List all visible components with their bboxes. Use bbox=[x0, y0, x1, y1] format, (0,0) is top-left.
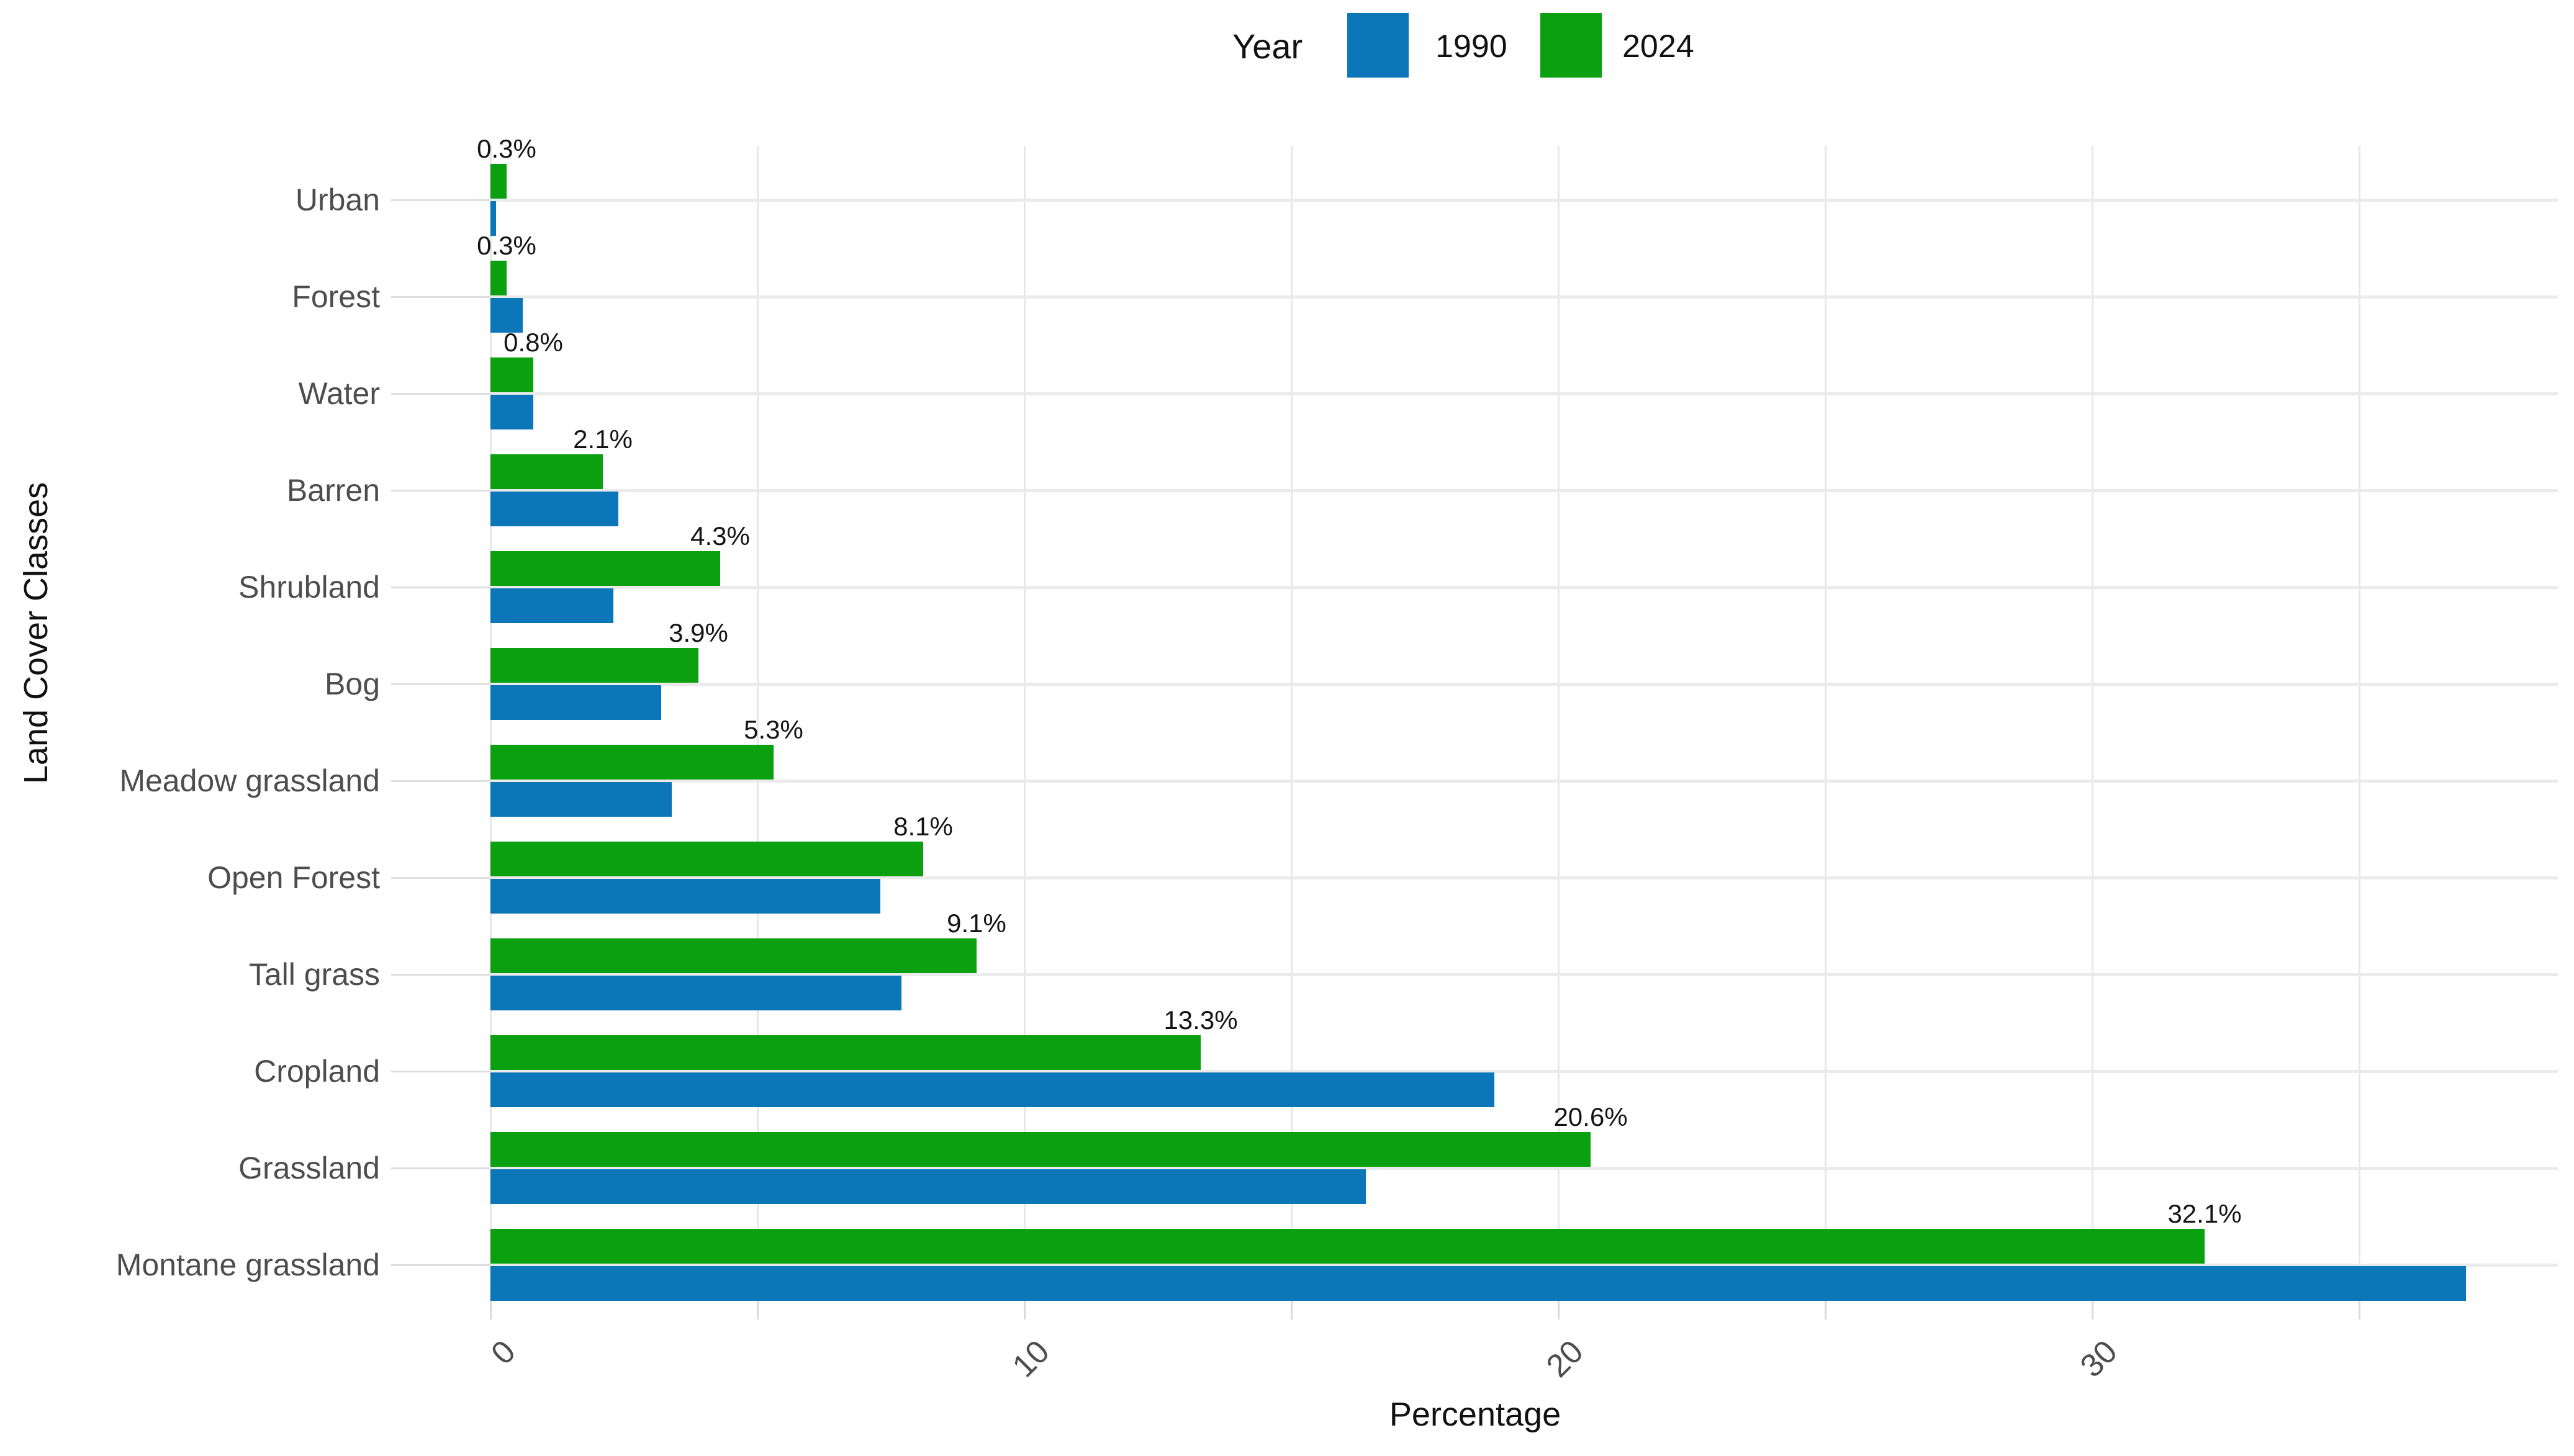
bar-2024-meadow-grassland bbox=[490, 745, 774, 780]
y-gridline-tall-grass bbox=[490, 973, 2558, 976]
value-label-2024-open-forest: 8.1% bbox=[893, 812, 953, 841]
y-gridline-forest bbox=[490, 295, 2558, 299]
bar-2024-grassland bbox=[490, 1132, 1591, 1167]
x-gridline-10 bbox=[1024, 146, 1026, 1290]
bar-2024-urban bbox=[490, 164, 507, 199]
y-gridline-grassland bbox=[490, 1167, 2558, 1170]
value-label-2024-forest: 0.3% bbox=[477, 231, 536, 260]
y-tick-water bbox=[391, 393, 490, 395]
bar-1990-montane-grassland bbox=[490, 1266, 2466, 1301]
category-label-grassland: Grassland bbox=[238, 1151, 380, 1185]
legend-label-2024: 2024 bbox=[1622, 29, 1694, 65]
x-gridline-20 bbox=[1558, 146, 1560, 1290]
x-tick-label-10: 10 bbox=[1005, 1333, 1057, 1385]
bar-1990-forest bbox=[490, 298, 523, 333]
bar-2024-cropland bbox=[490, 1035, 1201, 1070]
y-tick-open-forest bbox=[391, 877, 490, 879]
value-label-2024-urban: 0.3% bbox=[477, 134, 536, 163]
x-tick-15 bbox=[1291, 1290, 1293, 1319]
bar-1990-open-forest bbox=[490, 879, 880, 914]
category-label-shrubland: Shrubland bbox=[238, 570, 380, 604]
bar-1990-bog bbox=[490, 685, 661, 720]
category-label-water: Water bbox=[298, 376, 381, 411]
category-label-urban: Urban bbox=[295, 182, 380, 217]
x-tick-30 bbox=[2092, 1290, 2093, 1319]
value-label-2024-barren: 2.1% bbox=[573, 425, 633, 454]
x-gridline-35 bbox=[2359, 146, 2360, 1290]
legend-title: Year bbox=[1232, 27, 1303, 66]
bar-2024-bog bbox=[490, 648, 698, 683]
y-gridline-montane-grassland bbox=[490, 1264, 2558, 1267]
x-tick-label-20: 20 bbox=[1539, 1333, 1591, 1385]
category-label-bog: Bog bbox=[325, 667, 380, 701]
y-gridline-cropland bbox=[490, 1070, 2558, 1073]
x-tick-0 bbox=[490, 1290, 492, 1319]
value-label-2024-tall-grass: 9.1% bbox=[947, 909, 1006, 938]
value-label-2024-grassland: 20.6% bbox=[1553, 1102, 1628, 1131]
x-gridline-5 bbox=[757, 146, 759, 1290]
x-tick-35 bbox=[2359, 1290, 2360, 1319]
bar-2024-open-forest bbox=[490, 842, 923, 876]
bar-1990-meadow-grassland bbox=[490, 782, 672, 817]
category-label-montane-grassland: Montane grassland bbox=[115, 1247, 380, 1282]
category-label-barren: Barren bbox=[286, 473, 380, 508]
y-axis-title: Land Cover Classes bbox=[17, 482, 55, 784]
category-label-forest: Forest bbox=[292, 279, 380, 314]
y-gridline-urban bbox=[490, 199, 2558, 202]
value-label-2024-shrubland: 4.3% bbox=[690, 521, 750, 550]
x-tick-5 bbox=[757, 1290, 759, 1319]
bar-1990-tall-grass bbox=[490, 976, 901, 1010]
category-label-meadow-grassland: Meadow grassland bbox=[119, 763, 380, 798]
legend-swatch-1990 bbox=[1347, 13, 1409, 78]
value-label-2024-cropland: 13.3% bbox=[1163, 1005, 1238, 1035]
y-tick-meadow-grassland bbox=[391, 780, 490, 782]
y-tick-shrubland bbox=[391, 586, 490, 588]
y-tick-tall-grass bbox=[391, 974, 490, 976]
x-tick-25 bbox=[1825, 1290, 1827, 1319]
bar-1990-barren bbox=[490, 492, 618, 526]
y-gridline-shrubland bbox=[490, 586, 2558, 589]
bar-1990-cropland bbox=[490, 1072, 1494, 1107]
category-label-open-forest: Open Forest bbox=[207, 860, 380, 895]
value-label-2024-meadow-grassland: 5.3% bbox=[744, 715, 803, 744]
bar-1990-urban bbox=[490, 201, 496, 236]
bar-1990-grassland bbox=[490, 1169, 1366, 1204]
y-tick-barren bbox=[391, 490, 490, 492]
y-tick-cropland bbox=[391, 1071, 490, 1072]
bar-2024-tall-grass bbox=[490, 938, 977, 973]
bar-2024-forest bbox=[490, 261, 507, 295]
category-label-tall-grass: Tall grass bbox=[248, 957, 380, 992]
y-tick-urban bbox=[391, 199, 490, 201]
x-tick-label-30: 30 bbox=[2073, 1333, 2125, 1385]
category-label-cropland: Cropland bbox=[254, 1054, 380, 1089]
bar-2024-water bbox=[490, 357, 533, 392]
x-gridline-15 bbox=[1291, 146, 1293, 1290]
bar-1990-shrubland bbox=[490, 588, 613, 623]
bar-1990-water bbox=[490, 395, 533, 429]
x-tick-10 bbox=[1024, 1290, 1026, 1319]
value-label-2024-montane-grassland: 32.1% bbox=[2167, 1199, 2242, 1228]
value-label-2024-bog: 3.9% bbox=[669, 618, 728, 647]
y-gridline-barren bbox=[490, 489, 2558, 492]
x-axis-title: Percentage bbox=[1389, 1396, 1561, 1433]
y-gridline-meadow-grassland bbox=[490, 780, 2558, 783]
x-tick-20 bbox=[1558, 1290, 1560, 1319]
legend-label-1990: 1990 bbox=[1435, 29, 1507, 65]
y-gridline-water bbox=[490, 392, 2558, 395]
y-tick-montane-grassland bbox=[391, 1264, 490, 1266]
y-gridline-open-forest bbox=[490, 876, 2558, 879]
y-gridline-bog bbox=[490, 683, 2558, 686]
value-label-2024-water: 0.8% bbox=[504, 328, 563, 357]
bar-2024-shrubland bbox=[490, 551, 720, 586]
y-tick-grassland bbox=[391, 1167, 490, 1169]
legend-swatch-2024 bbox=[1540, 13, 1602, 78]
x-tick-label-0: 0 bbox=[484, 1333, 523, 1372]
x-gridline-25 bbox=[1825, 146, 1827, 1290]
bar-2024-montane-grassland bbox=[490, 1229, 2205, 1264]
y-tick-forest bbox=[391, 296, 490, 298]
bar-2024-barren bbox=[490, 454, 603, 489]
x-gridline-30 bbox=[2092, 146, 2093, 1290]
y-tick-bog bbox=[391, 683, 490, 685]
